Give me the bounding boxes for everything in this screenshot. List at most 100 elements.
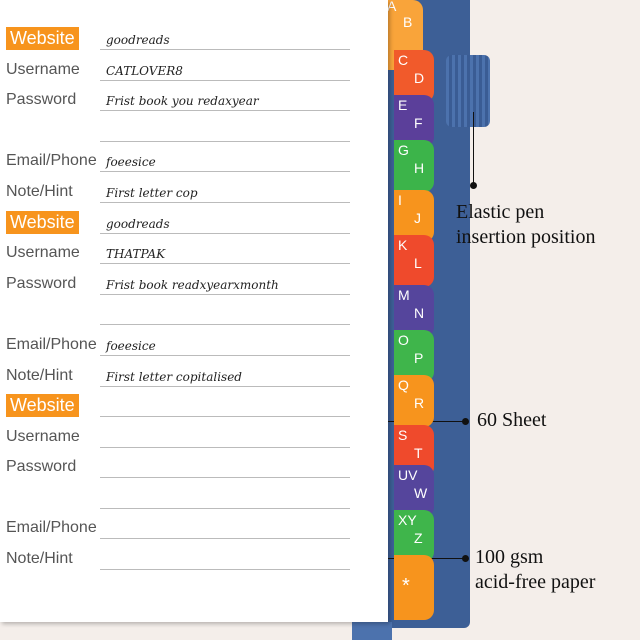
tab-letter: N — [414, 305, 425, 321]
tab-letter: F — [414, 115, 423, 131]
write-line — [100, 140, 350, 142]
field-username[interactable]: Username THATPAK — [0, 242, 350, 266]
tab-letter: E — [398, 97, 408, 113]
email-label: Email/Phone — [6, 335, 97, 353]
field-blank-line[interactable] — [0, 120, 350, 144]
field-note[interactable]: Note/Hint — [0, 548, 350, 572]
note-handwritten-value: First letter cop — [106, 186, 198, 200]
tab-letter: R — [414, 395, 425, 411]
tab-letter: I — [398, 192, 402, 208]
tab-letter: Q — [398, 377, 409, 393]
write-line — [100, 538, 350, 540]
username-handwritten-value: THATPAK — [106, 247, 166, 262]
field-username[interactable]: Username — [0, 426, 350, 450]
note-label: Note/Hint — [6, 366, 73, 384]
tab-letter: S — [398, 427, 408, 443]
write-line — [100, 79, 350, 81]
password-label: Password — [6, 458, 77, 476]
username-handwritten-value: CATLOVER8 — [106, 63, 183, 78]
password-handwritten-value: Frist book readxyearxmonth — [106, 277, 279, 292]
email-handwritten-value: foeesice — [106, 338, 156, 353]
field-password[interactable]: Password Frist book readxyearxmonth — [0, 273, 350, 297]
pointer-dot — [462, 418, 469, 425]
write-line — [100, 507, 350, 509]
tab-letter: D — [414, 70, 425, 86]
annotation-paper: 100 gsm acid-free paper — [475, 546, 596, 593]
field-website[interactable]: Website goodreads — [0, 210, 350, 236]
field-email[interactable]: Email/Phone foeesice — [0, 150, 350, 174]
password-label: Password — [6, 91, 77, 109]
password-label: Password — [6, 274, 77, 292]
website-handwritten-value: goodreads — [106, 216, 170, 231]
username-label: Username — [6, 427, 80, 445]
write-line — [100, 232, 350, 234]
field-note[interactable]: Note/Hint First letter copitalised — [0, 365, 350, 389]
tab-star[interactable]: * — [394, 555, 434, 620]
pointer-dot — [462, 555, 469, 562]
website-label: Website — [6, 394, 79, 417]
tab-letter: H — [414, 160, 425, 176]
tab-letter: O — [398, 332, 409, 348]
elastic-pen-band — [446, 55, 490, 127]
write-line — [100, 446, 350, 448]
email-label: Email/Phone — [6, 519, 97, 537]
note-label: Note/Hint — [6, 183, 73, 200]
write-line — [100, 385, 350, 387]
tab-letter: A — [387, 0, 397, 14]
tab-letter: Z — [414, 530, 423, 546]
annotation-sheets: 60 Sheet — [477, 409, 547, 431]
username-label: Username — [6, 244, 80, 262]
username-label: Username — [6, 60, 80, 78]
tab-letter: L — [414, 255, 422, 271]
tab-letter: T — [414, 445, 423, 461]
tab-letter: M — [398, 287, 410, 303]
field-username[interactable]: Username CATLOVER8 — [0, 59, 350, 83]
field-website[interactable]: Website — [0, 394, 350, 419]
field-website[interactable]: Website goodreads — [0, 27, 350, 52]
tab-letter: K — [398, 237, 408, 253]
tab-letter: P — [414, 350, 424, 366]
tab-letter: G — [398, 142, 409, 158]
tab-xyz[interactable]: XY Z — [394, 510, 434, 562]
tab-letter: W — [414, 485, 428, 501]
field-email[interactable]: Email/Phone foeesice — [0, 334, 350, 358]
write-line — [100, 416, 350, 417]
password-handwritten-value: Frist book you redaxyear — [106, 94, 259, 109]
write-line — [100, 324, 350, 326]
write-line — [100, 171, 350, 173]
notebook-page: Website goodreads Username CATLOVER8 Passwor… — [0, 0, 388, 622]
tab-letter: XY — [398, 512, 417, 528]
website-label: Website — [6, 27, 79, 50]
field-email[interactable]: Email/Phone — [0, 517, 350, 541]
annotation-elastic: Elastic pen insertion position — [456, 201, 596, 248]
field-password[interactable]: Password — [0, 456, 350, 480]
tab-letter: C — [398, 52, 409, 68]
note-handwritten-value: First letter copitalised — [106, 369, 242, 384]
write-line — [100, 202, 350, 203]
email-handwritten-value: foeesice — [106, 155, 156, 170]
field-blank-line[interactable] — [0, 487, 350, 511]
field-password[interactable]: Password Frist book you redaxyear — [0, 89, 350, 113]
tab-uvw[interactable]: UV W — [394, 465, 434, 517]
tab-letter: UV — [398, 467, 418, 483]
website-label: Website — [6, 210, 79, 234]
field-blank-line[interactable] — [0, 303, 350, 327]
pointer-line — [473, 112, 474, 184]
field-note[interactable]: Note/Hint First letter cop — [0, 181, 350, 205]
tab-letter: * — [402, 575, 410, 597]
website-handwritten-value: goodreads — [106, 33, 170, 47]
pointer-dot — [470, 182, 477, 189]
email-label: Email/Phone — [6, 152, 97, 170]
write-line — [100, 354, 350, 356]
write-line — [100, 110, 350, 112]
write-line — [100, 569, 350, 570]
tab-letter: J — [414, 210, 421, 226]
